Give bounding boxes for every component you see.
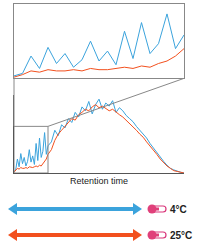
svg-text:25°C: 25°C — [170, 230, 192, 241]
svg-text:Retention time: Retention time — [70, 176, 128, 186]
svg-text:4°C: 4°C — [170, 204, 187, 215]
